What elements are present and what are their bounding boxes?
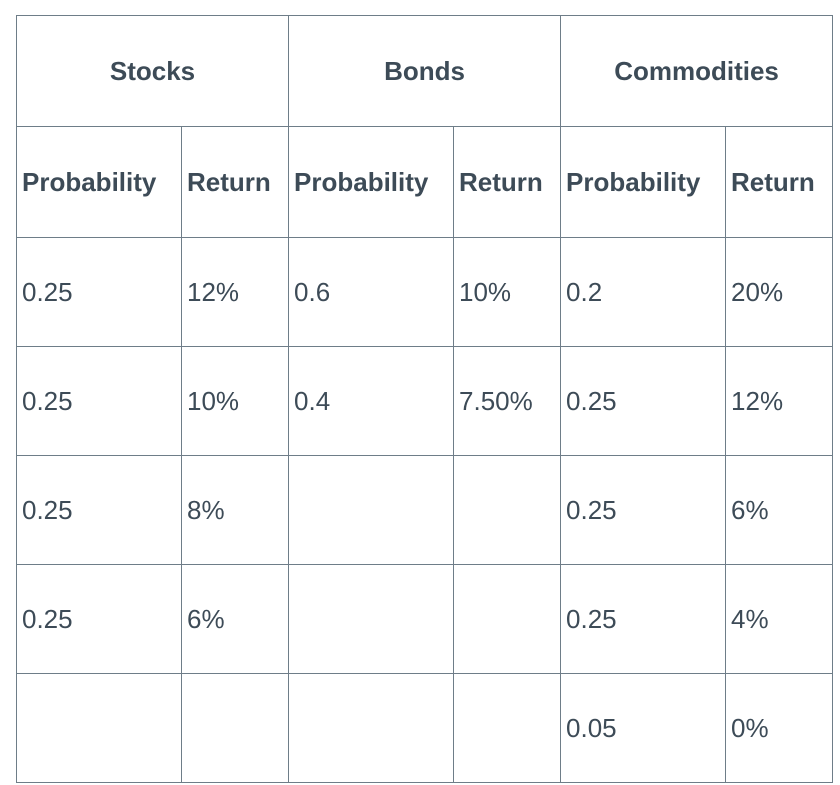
asset-probability-return-table: Stocks Bonds Commodities Probability Ret… (15, 15, 834, 783)
group-header-bonds: Bonds (288, 15, 562, 127)
cell-stocks-probability: 0.25 (16, 564, 182, 674)
sub-header-row: Probability Return Probability Return Pr… (16, 126, 834, 238)
col-header-commodities-return: Return (725, 126, 834, 238)
cell-stocks-return: 10% (180, 346, 290, 456)
cell-bonds-probability: 0.6 (288, 237, 455, 347)
cell-commodities-probability: 0.05 (560, 673, 727, 783)
group-header-row: Stocks Bonds Commodities (15, 15, 834, 127)
cell-commodities-probability: 0.25 (560, 564, 727, 674)
cell-stocks-probability: 0.25 (16, 237, 182, 347)
cell-bonds-return: 10% (453, 237, 562, 347)
cell-bonds-return (453, 455, 562, 565)
cell-stocks-return: 8% (180, 455, 290, 565)
table-row: 0.25 6% 0.25 4% (16, 564, 834, 674)
cell-stocks-probability: 0.25 (16, 346, 182, 456)
cell-stocks-probability: 0.25 (16, 455, 182, 565)
cell-bonds-probability (288, 455, 455, 565)
cell-commodities-probability: 0.25 (560, 346, 727, 456)
cell-commodities-return: 0% (725, 673, 834, 783)
cell-bonds-probability: 0.4 (288, 346, 455, 456)
cell-stocks-return (180, 673, 290, 783)
cell-bonds-probability (288, 673, 455, 783)
cell-stocks-return: 12% (180, 237, 290, 347)
cell-commodities-return: 6% (725, 455, 834, 565)
col-header-stocks-probability: Probability (16, 126, 182, 238)
cell-commodities-probability: 0.2 (560, 237, 727, 347)
cell-commodities-return: 4% (725, 564, 834, 674)
table-row: 0.25 12% 0.6 10% 0.2 20% (16, 237, 834, 347)
cell-bonds-probability (288, 564, 455, 674)
table-row: 0.05 0% (16, 673, 834, 783)
group-header-stocks: Stocks (15, 15, 290, 127)
col-header-stocks-return: Return (180, 126, 290, 238)
col-header-bonds-probability: Probability (288, 126, 455, 238)
table-row: 0.25 8% 0.25 6% (16, 455, 834, 565)
cell-commodities-return: 20% (725, 237, 834, 347)
cell-stocks-probability (16, 673, 182, 783)
asset-table-container: Stocks Bonds Commodities Probability Ret… (15, 15, 834, 783)
cell-bonds-return (453, 673, 562, 783)
group-header-commodities: Commodities (560, 15, 834, 127)
cell-commodities-return: 12% (725, 346, 834, 456)
cell-stocks-return: 6% (180, 564, 290, 674)
table-row: 0.25 10% 0.4 7.50% 0.25 12% (16, 346, 834, 456)
col-header-bonds-return: Return (453, 126, 562, 238)
cell-bonds-return: 7.50% (453, 346, 562, 456)
cell-commodities-probability: 0.25 (560, 455, 727, 565)
col-header-commodities-probability: Probability (560, 126, 727, 238)
cell-bonds-return (453, 564, 562, 674)
